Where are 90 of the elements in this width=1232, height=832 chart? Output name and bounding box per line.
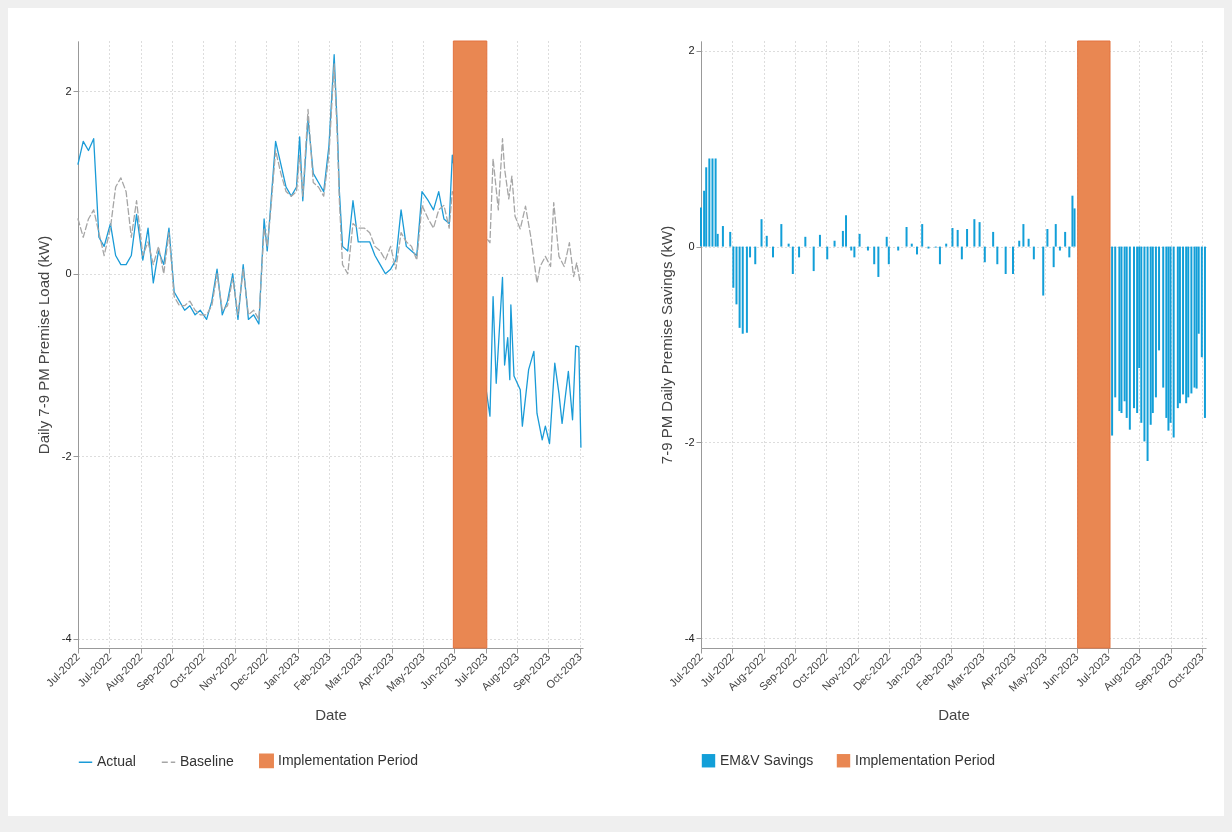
bar [905,227,908,247]
bar [1011,246,1014,275]
bar [978,222,981,247]
bar [1058,246,1061,251]
legend-label: Actual [97,753,136,770]
y-tick-label: -2 [684,435,695,448]
bar [951,228,954,247]
bar [791,246,794,275]
bar [1018,240,1021,247]
bar [1176,246,1179,409]
bar [885,236,888,247]
bar [910,243,913,247]
bar [973,219,976,247]
y-tick-label: -2 [61,449,72,462]
bar [1064,231,1067,247]
bar [1027,238,1030,247]
bar [887,246,890,265]
bar [1068,246,1071,258]
y-tick-label: 2 [65,84,72,97]
bar [787,243,790,247]
bar [1167,246,1170,431]
bar [877,246,880,277]
bar [760,219,763,247]
bar [714,158,717,247]
bar [721,226,724,247]
x-axis-title: Date [315,705,347,723]
bar [1146,246,1149,461]
bar [1143,246,1146,442]
bar [845,215,848,247]
bar [780,224,783,247]
bar [818,234,821,247]
bar [966,228,969,247]
bar [1052,246,1055,268]
bar [897,246,900,251]
legend-label: EM&V Savings [720,751,814,768]
bar [853,246,856,258]
bar [858,233,861,247]
bar [956,229,959,247]
y-tick-label: -4 [61,632,72,645]
y-tick-label: -4 [684,631,695,644]
bar [729,231,732,247]
line-series [77,54,582,448]
bar [804,236,807,247]
bar [1136,246,1139,414]
line-series [77,63,581,321]
bar [1185,246,1188,404]
bar [745,246,748,333]
bar [1203,246,1206,418]
y-tick-label: 0 [65,267,72,280]
bar [921,224,924,247]
bar [741,246,744,334]
bar [711,158,714,247]
bar [1004,246,1007,275]
bar [1190,246,1193,394]
bar [771,246,774,258]
bar [1032,246,1035,260]
bar [765,235,768,247]
bar [996,246,999,265]
legend-label: Implementation Period [278,751,419,768]
bar [960,246,963,260]
bar [826,246,829,260]
bar [833,240,836,247]
legend-label: Implementation Period [855,751,996,768]
legend-label: Baseline [180,753,234,770]
bar [938,246,941,265]
bar [873,246,876,265]
bar [1178,246,1181,404]
y-tick-label: 0 [688,240,695,253]
bar [735,246,738,305]
bar [798,246,801,258]
bar [1111,246,1114,436]
bar [812,246,815,272]
bar [754,246,757,265]
bar [708,158,711,247]
bar [1071,195,1074,247]
bar [1128,246,1131,430]
bar [1133,246,1136,409]
y-axis-title: Daily 7-9 PM Premise Load (kW) [34,235,52,455]
bar [992,231,995,247]
bar [1172,246,1175,438]
bar [1022,224,1025,247]
bar [983,246,986,263]
bar [866,246,869,251]
bar [1054,224,1057,247]
bar [1046,228,1049,247]
y-tick-label: 2 [688,44,695,57]
x-axis-title: Date [938,705,970,723]
bar [1042,246,1045,296]
bar [945,243,948,247]
y-axis-title: 7-9 PM Daily Premise Savings (kW) [657,225,675,465]
